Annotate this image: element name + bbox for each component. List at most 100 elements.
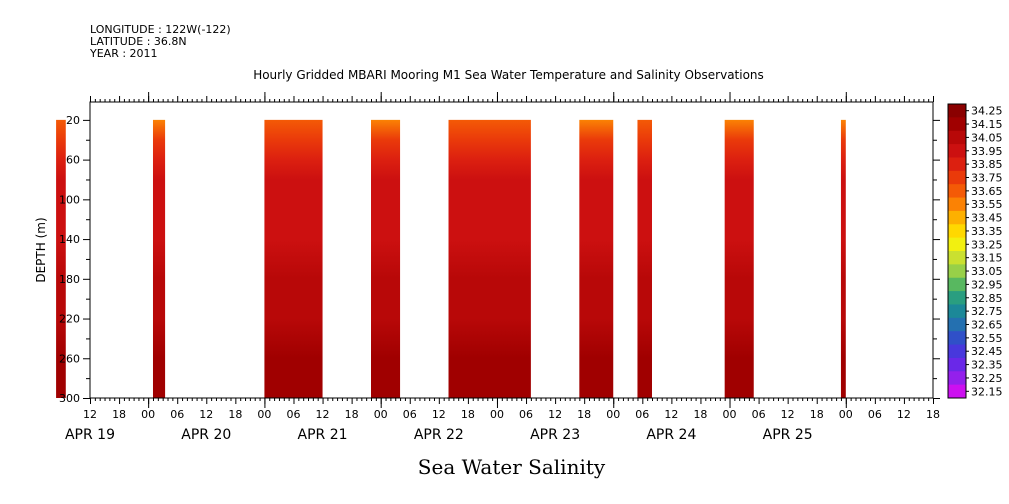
axes: 12 18 00 06 12 18 00 06 12 18 00 06 12 18 00 06 12 18 00 06…: [59, 92, 940, 443]
colorbar-label: 32.75: [971, 305, 1003, 318]
data-segment: [264, 119, 323, 398]
colorbar-swatch: [948, 144, 966, 158]
x-hour-tick-label: 00: [490, 408, 504, 421]
x-hour-tick-label: 12: [83, 408, 97, 421]
x-hour-tick-label: 12: [664, 408, 678, 421]
x-day-label: APR 24: [646, 427, 696, 443]
colorbar-swatch: [948, 304, 966, 319]
colorbar-label: 33.15: [971, 252, 1003, 265]
colorbar-label: 33.75: [971, 172, 1003, 185]
colorbar-swatch: [948, 197, 966, 212]
longitude-label: LONGITUDE : 122W(-122): [90, 23, 231, 36]
colorbar-swatch: [948, 277, 966, 292]
x-hour-tick-label: 06: [170, 408, 184, 421]
colorbar-swatch: [948, 224, 966, 239]
x-hour-tick-label: 00: [723, 408, 737, 421]
latitude-label: LATITUDE : 36.8N: [90, 35, 187, 48]
colorbar-swatch: [948, 184, 966, 199]
colorbar-label: 32.15: [971, 385, 1003, 398]
colorbar-swatch: [948, 331, 966, 346]
x-hour-tick-label: 06: [403, 408, 417, 421]
colorbar-label: 33.55: [971, 198, 1003, 211]
colorbar-label: 32.55: [971, 332, 1003, 345]
y-tick-label: 20: [66, 114, 80, 127]
colorbar-label: 33.35: [971, 225, 1003, 238]
y-tick-label: 100: [59, 193, 80, 206]
data-segment: [448, 119, 531, 398]
colorbar-swatch: [948, 384, 966, 399]
x-hour-tick-label: 18: [228, 408, 242, 421]
colorbar-swatch: [948, 357, 966, 372]
colorbar-swatch: [948, 170, 966, 185]
x-hour-tick-label: 12: [897, 408, 911, 421]
colorbar-swatch: [948, 371, 966, 386]
data-segment: [56, 119, 66, 398]
x-day-label: APR 22: [414, 427, 464, 443]
x-hour-tick-label: 12: [432, 408, 446, 421]
colorbar-label: 33.45: [971, 212, 1003, 225]
y-tick-label: 180: [59, 273, 80, 286]
colorbar-label: 32.95: [971, 278, 1003, 291]
data-segment: [637, 119, 652, 398]
x-day-label: APR 25: [763, 427, 813, 443]
y-tick-label: 220: [59, 313, 80, 326]
data-segment: [371, 119, 401, 398]
chart-title: Hourly Gridded MBARI Mooring M1 Sea Wate…: [253, 68, 764, 82]
colorbar-swatch: [948, 237, 966, 252]
x-hour-tick-label: 12: [781, 408, 795, 421]
colorbar-label: 32.65: [971, 319, 1003, 332]
x-hour-tick-label: 06: [635, 408, 649, 421]
x-day-label: APR 19: [65, 427, 115, 443]
x-hour-tick-label: 00: [141, 408, 155, 421]
colorbar-swatch: [948, 344, 966, 359]
colorbar-swatch: [948, 104, 966, 118]
colorbar-swatch: [948, 291, 966, 305]
y-tick-label: 300: [59, 392, 80, 405]
colorbar: 34.2534.1534.0533.9533.8533.7533.6533.55…: [947, 103, 1003, 399]
colorbar-swatch: [948, 130, 966, 145]
x-day-label: APR 23: [530, 427, 580, 443]
x-hour-tick-label: 12: [199, 408, 213, 421]
x-hour-tick-label: 18: [810, 408, 824, 421]
colorbar-label: 32.35: [971, 359, 1003, 372]
colorbar-swatch: [948, 117, 966, 132]
x-day-label: APR 20: [181, 427, 231, 443]
data-segment: [152, 119, 166, 398]
x-hour-tick-label: 18: [693, 408, 707, 421]
year-label: YEAR : 2011: [90, 47, 158, 60]
x-hour-tick-label: 18: [926, 408, 940, 421]
colorbar-swatch: [948, 264, 966, 279]
colorbar-label: 34.05: [971, 131, 1003, 144]
y-axis-label: DEPTH (m): [34, 217, 48, 282]
y-tick-label: 60: [66, 154, 80, 167]
x-hour-tick-label: 00: [606, 408, 620, 421]
x-hour-tick-label: 00: [839, 408, 853, 421]
x-hour-tick-label: 12: [548, 408, 562, 421]
x-hour-tick-label: 00: [257, 408, 271, 421]
colorbar-label: 32.85: [971, 292, 1003, 305]
colorbar-label: 33.85: [971, 158, 1003, 171]
colorbar-swatch: [948, 210, 966, 225]
data-segment: [579, 119, 614, 398]
x-hour-tick-label: 12: [316, 408, 330, 421]
variable-title: Sea Water Salinity: [417, 455, 606, 479]
colorbar-label: 33.95: [971, 145, 1003, 158]
colorbar-label: 33.05: [971, 265, 1003, 278]
x-hour-tick-label: 06: [752, 408, 766, 421]
x-hour-tick-label: 18: [461, 408, 475, 421]
colorbar-swatch: [948, 251, 966, 265]
colorbar-label: 34.25: [971, 105, 1003, 118]
colorbar-swatch: [948, 157, 966, 172]
x-hour-tick-label: 18: [345, 408, 359, 421]
x-hour-tick-label: 06: [519, 408, 533, 421]
x-hour-tick-label: 06: [868, 408, 882, 421]
colorbar-swatch: [948, 317, 966, 332]
x-hour-tick-label: 00: [374, 408, 388, 421]
x-hour-tick-label: 06: [286, 408, 300, 421]
data-segment: [724, 119, 754, 398]
colorbar-label: 33.25: [971, 238, 1003, 251]
x-day-label: APR 21: [298, 427, 348, 443]
y-tick-label: 260: [59, 352, 80, 365]
colorbar-label: 32.45: [971, 345, 1003, 358]
